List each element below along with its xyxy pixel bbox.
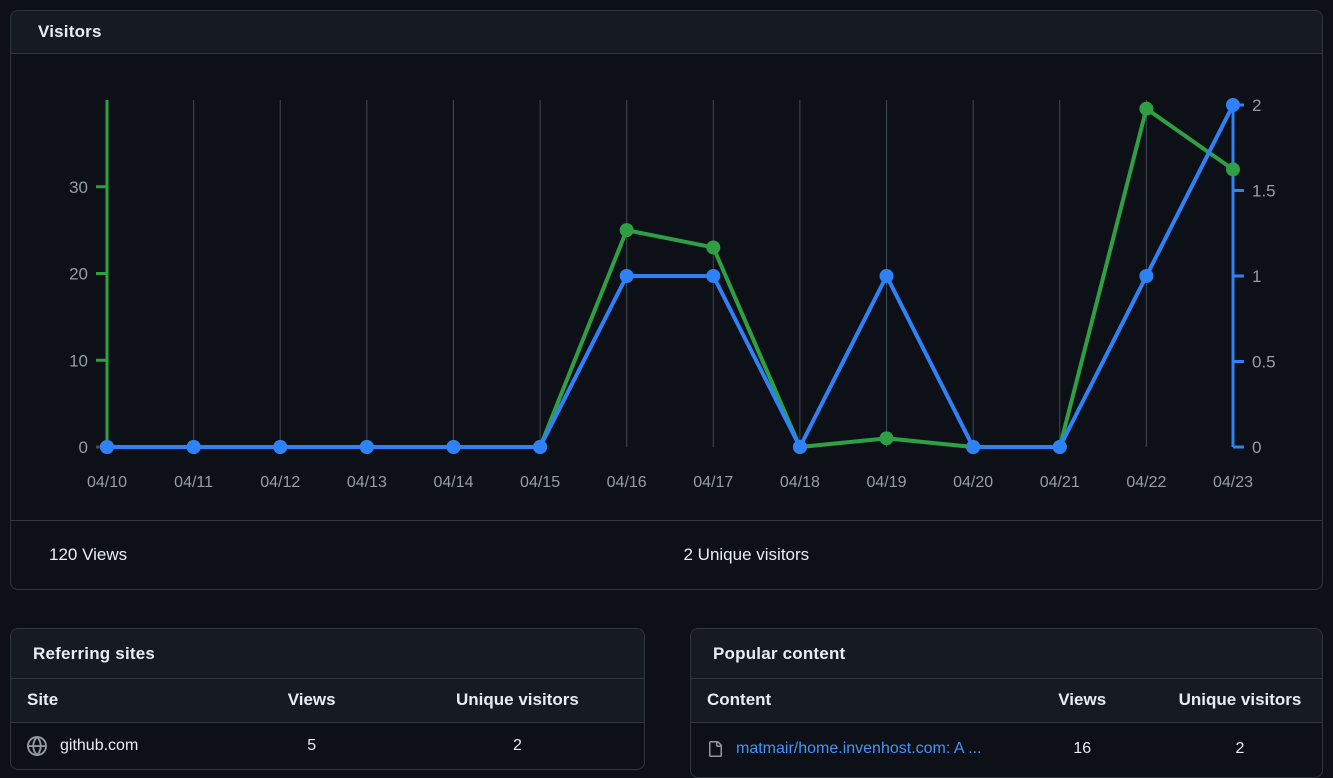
referring-sites-panel: Referring sites Site Views Unique visito… xyxy=(10,628,645,770)
total-views-stat: 120 Views xyxy=(49,545,128,564)
referring-site-name: github.com xyxy=(60,736,139,754)
right-axis-tick-label: 1.5 xyxy=(1252,182,1276,201)
left-axis-tick-label: 0 xyxy=(79,438,88,457)
total-unique-visitors-stat: 2 Unique visitors xyxy=(683,545,810,564)
unique-visitors-data-point xyxy=(706,269,721,283)
referring-sites-header-row: Site Views Unique visitors xyxy=(11,679,644,723)
visitors-chart[interactable]: 04/10 04/11 04/12 04/13 04/14 04/15 04/16 04/17… xyxy=(11,54,1322,520)
x-axis-label: 04/14 xyxy=(433,474,473,491)
popular-content-header-row: Content Views Unique visitors xyxy=(691,679,1322,723)
right-axis-tick-label: 0.5 xyxy=(1252,353,1276,372)
views-data-point xyxy=(1226,162,1240,177)
globe-icon xyxy=(27,735,47,756)
views-data-point xyxy=(619,223,634,238)
unique-visitors-data-point xyxy=(1052,440,1067,454)
popular-content-table: Content Views Unique visitors xyxy=(691,679,1322,775)
left-axis-tick-label: 20 xyxy=(69,265,88,284)
x-axis-label: 04/20 xyxy=(953,474,993,491)
column-views: Views xyxy=(232,679,391,723)
referring-sites-table: Site Views Unique visitors xyxy=(11,679,644,769)
x-axis-label: 04/13 xyxy=(347,474,387,491)
popular-content-views: 16 xyxy=(1073,739,1092,757)
right-axis-tick-label: 0 xyxy=(1252,438,1261,457)
x-axis-label: 04/19 xyxy=(867,474,907,491)
referring-site-views: 5 xyxy=(307,736,317,754)
views-data-point xyxy=(1139,101,1154,116)
visitors-chart-section: 04/10 04/11 04/12 04/13 04/14 04/15 04/16 04/17… xyxy=(11,54,1322,520)
visitors-title: Visitors xyxy=(38,22,102,41)
x-axis-label: 04/10 xyxy=(87,474,127,491)
x-axis-label: 04/16 xyxy=(607,474,647,491)
popular-content-panel: Popular content Content Views Unique vis… xyxy=(690,628,1323,778)
column-content: Content xyxy=(691,679,1007,723)
x-axis-label: 04/22 xyxy=(1126,474,1166,491)
referring-sites-header: Referring sites xyxy=(11,629,644,679)
unique-visitors-data-point xyxy=(446,440,461,454)
right-axis-tick-label: 1 xyxy=(1252,267,1261,286)
x-axis-label: 04/18 xyxy=(780,474,820,491)
unique-visitors-data-point xyxy=(359,440,374,454)
right-axis-tick-label: 2 xyxy=(1252,96,1261,115)
popular-content-row: matmair/home.invenhost.com: A ... 16 2 xyxy=(691,722,1322,775)
x-axis-label: 04/15 xyxy=(520,474,560,491)
x-axis-label: 04/17 xyxy=(693,474,733,491)
x-axis-label: 04/23 xyxy=(1213,474,1253,491)
visitors-panel-header: Visitors xyxy=(11,11,1322,54)
column-site: Site xyxy=(11,679,233,723)
popular-content-title: Popular content xyxy=(713,643,846,663)
traffic-tables-row: Referring sites Site Views Unique visito… xyxy=(10,628,1323,778)
left-axis-tick-label: 10 xyxy=(69,351,88,370)
referring-site-row: github.com 5 2 xyxy=(11,722,644,769)
unique-visitors-data-point xyxy=(100,440,114,454)
x-axis-label: 04/12 xyxy=(260,474,300,491)
unique-visitors-data-point xyxy=(273,440,288,454)
popular-content-header: Popular content xyxy=(691,629,1322,679)
unique-visitors-data-point xyxy=(619,269,634,283)
x-axis-label: 04/11 xyxy=(174,474,213,491)
unique-visitors-data-point xyxy=(1226,98,1240,112)
column-unique-visitors: Unique visitors xyxy=(390,679,644,723)
popular-content-unique-visitors: 2 xyxy=(1235,739,1245,757)
unique-visitors-data-point xyxy=(879,269,894,283)
unique-visitors-series-line xyxy=(105,103,1235,449)
column-unique-visitors: Unique visitors xyxy=(1157,679,1322,723)
unique-visitors-data-point xyxy=(1139,269,1154,283)
visitors-panel: Visitors 04/10 04/11 04/12 04/13 04/14 04/15 0… xyxy=(10,10,1323,590)
column-views: Views xyxy=(1006,679,1158,723)
views-data-point xyxy=(706,240,721,255)
file-icon xyxy=(707,740,723,757)
views-data-point xyxy=(879,431,894,446)
referring-sites-title: Referring sites xyxy=(33,643,156,663)
left-axis-tick-label: 30 xyxy=(69,178,88,197)
popular-content-link[interactable]: matmair/home.invenhost.com: A ... xyxy=(736,739,982,757)
unique-visitors-data-point xyxy=(186,440,201,454)
unique-visitors-data-point xyxy=(792,440,807,454)
referring-site-unique-visitors: 2 xyxy=(512,736,522,754)
unique-visitors-data-point xyxy=(966,440,981,454)
unique-visitors-data-point xyxy=(533,440,548,454)
visitors-panel-footer: 120 Views 2 Unique visitors xyxy=(11,520,1322,589)
x-axis-label: 04/21 xyxy=(1040,474,1080,491)
